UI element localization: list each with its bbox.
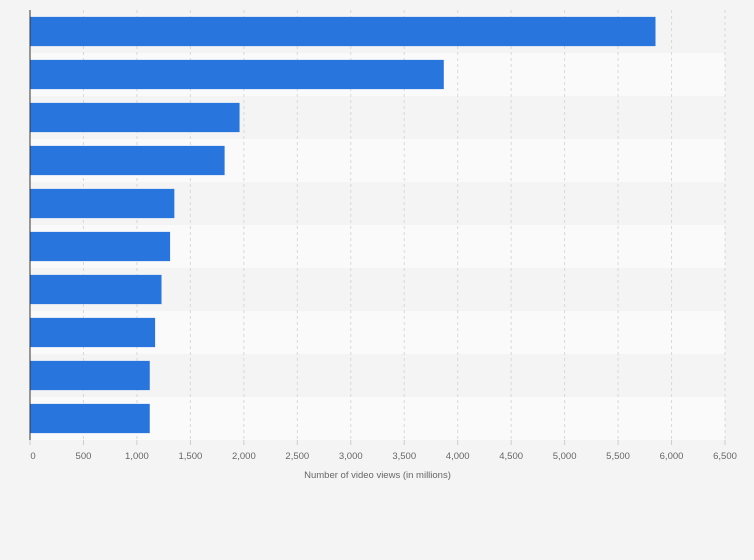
bar xyxy=(30,360,150,391)
x-tick-label: 5,500 xyxy=(606,451,630,462)
bar xyxy=(30,59,444,90)
x-tick-label: 6,500 xyxy=(713,451,737,462)
x-tick-label: 1,500 xyxy=(178,451,202,462)
x-tick-label: 500 xyxy=(76,451,92,462)
bar xyxy=(30,231,171,262)
x-tick-label: 2,500 xyxy=(285,451,309,462)
x-tick-label: 3,000 xyxy=(339,451,363,462)
bar xyxy=(30,102,240,133)
bar xyxy=(30,16,656,47)
bar xyxy=(30,145,225,176)
x-tick-label: 4,500 xyxy=(499,451,523,462)
x-tick-label: 6,000 xyxy=(660,451,684,462)
x-tick-label: 5,000 xyxy=(553,451,577,462)
x-tick-label: 2,000 xyxy=(232,451,256,462)
bar xyxy=(30,188,175,219)
x-tick-label: 1,000 xyxy=(125,451,149,462)
bar xyxy=(30,274,162,305)
x-tick-label: 3,500 xyxy=(392,451,416,462)
x-tick-label: 4,000 xyxy=(446,451,470,462)
x-tick-label: 0 xyxy=(30,451,35,462)
bar xyxy=(30,403,150,434)
x-axis-title: Number of video views (in millions) xyxy=(304,470,451,481)
bar xyxy=(30,317,156,348)
